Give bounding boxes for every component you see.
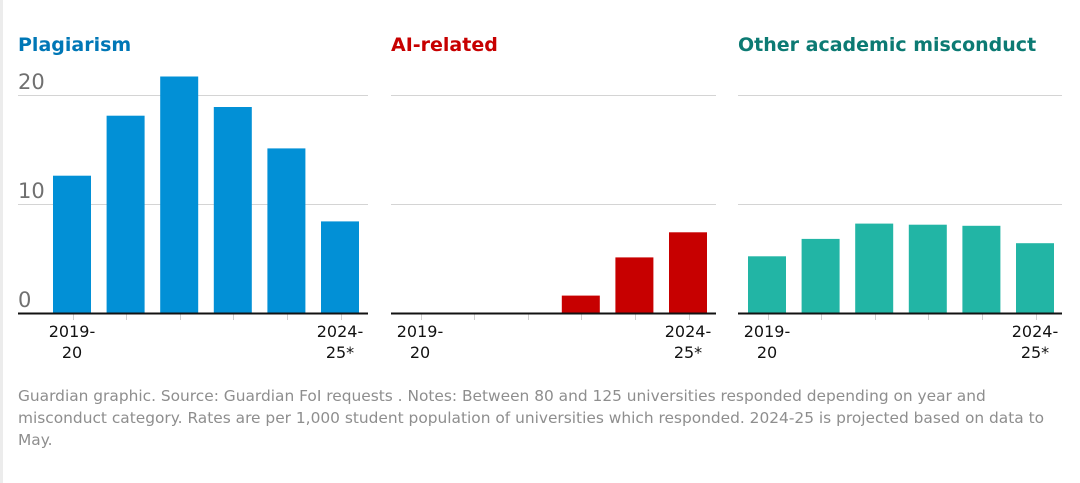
other-misconduct-title: Other academic misconduct [738, 34, 1036, 56]
plagiarism-ytick-label-0: 0 [18, 288, 31, 312]
other-misconduct-xtick-label-0-line2: 20 [757, 343, 777, 362]
ai-related-xtick-label-5-line1: 2024- [665, 322, 712, 341]
other-misconduct-bar-2020-21 [801, 238, 840, 313]
other-misconduct-bar-2024-25* [1016, 243, 1054, 313]
other-misconduct-bar-2019-20 [748, 256, 786, 313]
plagiarism-bar-2023-24 [267, 148, 306, 313]
plagiarism-ytick-label-10: 10 [18, 179, 45, 203]
plagiarism-xtick-label-5-line1: 2024- [317, 322, 364, 341]
plagiarism-bar-2019-20 [53, 175, 91, 313]
small-multiples-bar-chart: Plagiarism 0 10 20 2019- 20 2024- 25* AI-related… [18, 34, 1062, 362]
ai-related-xtick-label-0-line1: 2019- [397, 322, 444, 341]
ai-related-xtick-label-5-line2: 25* [674, 343, 702, 362]
plagiarism-title: Plagiarism [18, 34, 131, 56]
ai-related-xtick-label-0-line2: 20 [410, 343, 430, 362]
ai-related-bar-2023-24 [615, 257, 654, 313]
ai-related-bar-2024-25* [669, 232, 707, 313]
plagiarism-xtick-label-5-line2: 25* [326, 343, 354, 362]
plagiarism-xtick-label-0-line2: 20 [62, 343, 82, 362]
plagiarism-xtick-label-0-line1: 2019- [49, 322, 96, 341]
other-misconduct-bar-2021-22 [855, 223, 894, 313]
plagiarism-bar-2020-21 [106, 115, 145, 313]
ai-related-title: AI-related [391, 34, 498, 56]
plagiarism-ytick-label-20: 20 [18, 70, 45, 94]
plagiarism-bar-2022-23 [213, 107, 252, 313]
other-misconduct-xtick-label-5-line2: 25* [1021, 343, 1049, 362]
left-border [0, 0, 3, 483]
other-misconduct-xtick-label-5-line1: 2024- [1012, 322, 1059, 341]
chart-footnote: Guardian graphic. Source: Guardian FoI r… [18, 387, 1045, 449]
other-misconduct-xtick-label-0-line1: 2019- [744, 322, 791, 341]
ai-related-bar-2022-23 [561, 295, 600, 313]
other-misconduct-bar-2023-24 [962, 225, 1001, 313]
plagiarism-bar-2024-25* [321, 221, 359, 313]
other-misconduct-bar-2022-23 [908, 224, 947, 313]
plagiarism-bar-2021-22 [160, 76, 199, 313]
